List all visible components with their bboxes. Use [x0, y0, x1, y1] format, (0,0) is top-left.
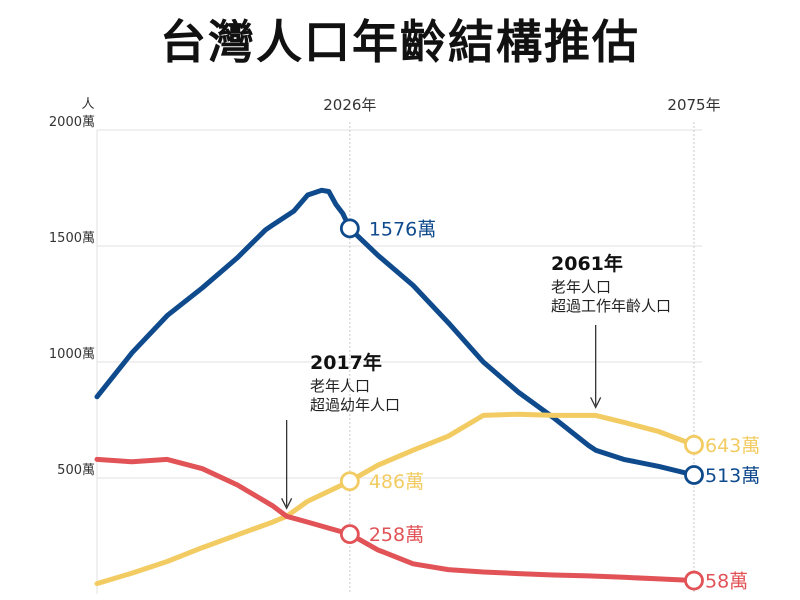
series-line-working — [94, 187, 697, 478]
value-point-young — [684, 570, 704, 591]
value-point-elderly — [684, 434, 704, 455]
end-markers: 1576萬 513萬 486萬 643萬 258萬 58萬 — [339, 218, 760, 593]
year-marker-lines — [349, 122, 695, 594]
data-label-elderly: 643萬 — [705, 435, 760, 457]
annotation-year: 2017年 — [310, 351, 382, 374]
data-label-working: 513萬 — [705, 465, 760, 487]
series-line-young — [94, 456, 697, 583]
annotation-arrowhead — [281, 497, 293, 510]
y-tick-label: 500萬 — [57, 463, 95, 478]
y-tick-label: 2000萬 — [49, 115, 95, 130]
annotation-text: 老年人口 — [551, 278, 611, 296]
x-marker-label: 2026年 — [323, 96, 376, 114]
value-point-young — [339, 524, 360, 545]
y-tick-label: 1500萬 — [49, 231, 95, 246]
grid — [96, 129, 702, 594]
x-marker-label: 2075年 — [667, 96, 720, 114]
axis-labels: 500萬 1000萬 1500萬 2000萬 人 2026年 2075年 — [49, 96, 721, 478]
annotation-arrowhead — [590, 397, 602, 409]
value-point-elderly — [339, 471, 360, 492]
y-tick-label: 1000萬 — [49, 347, 95, 362]
annotation-text: 超過工作年齡人口 — [551, 297, 671, 315]
chart-title: 台灣人口年齡結構推估 — [160, 15, 640, 69]
y-axis-label: 人 — [81, 97, 94, 112]
data-label-working: 1576萬 — [369, 218, 436, 240]
annotation-year: 2061年 — [551, 252, 623, 275]
series-lines — [94, 187, 697, 587]
data-label-elderly: 486萬 — [369, 471, 424, 493]
value-point-working — [684, 465, 704, 485]
annotation-text: 老年人口 — [310, 377, 370, 395]
series-line-elderly — [94, 411, 697, 587]
value-point-working — [339, 218, 360, 239]
data-label-young: 258萬 — [369, 524, 424, 546]
annotation-text: 超過幼年人口 — [310, 396, 400, 414]
data-label-young: 58萬 — [705, 571, 748, 593]
